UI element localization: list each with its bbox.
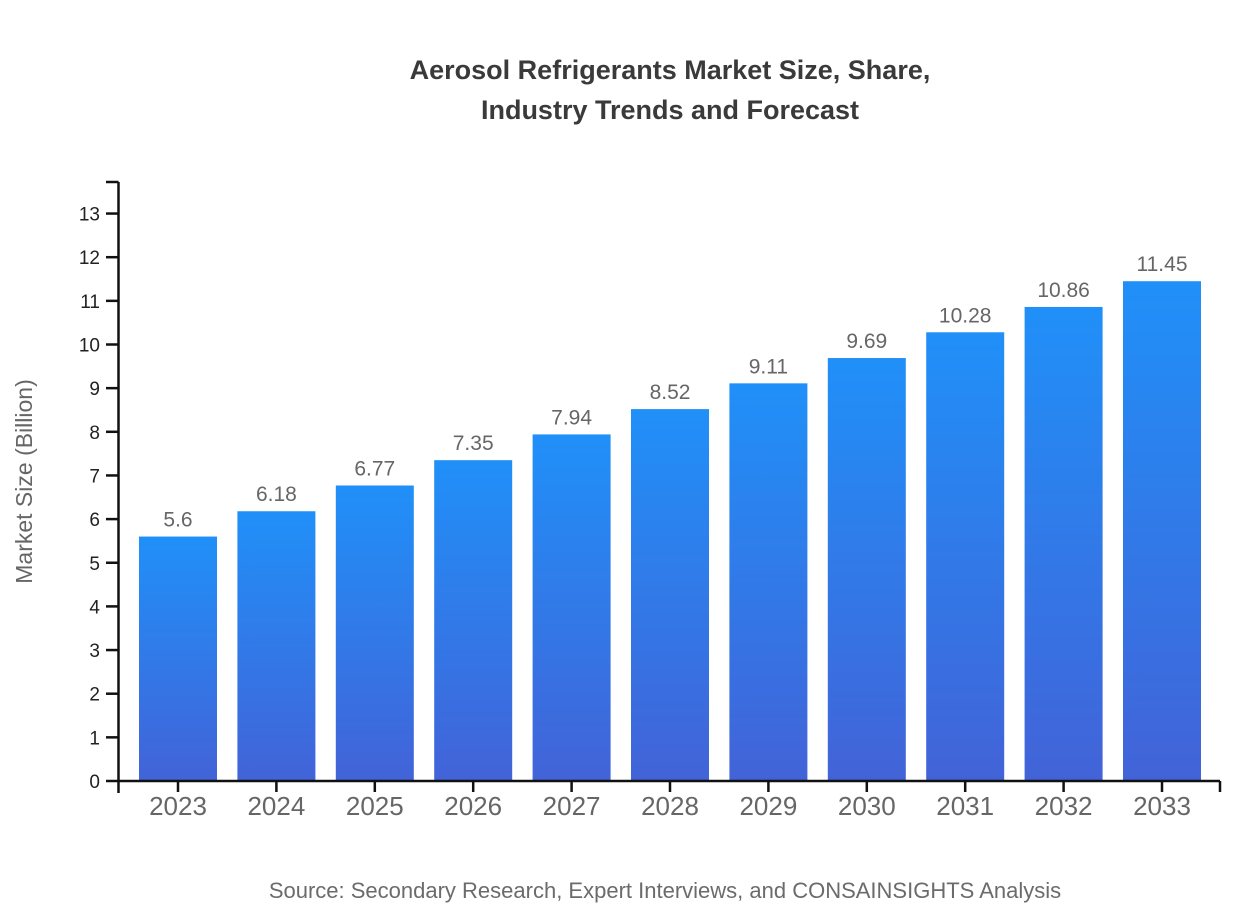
bar-value-label: 9.69 bbox=[846, 330, 887, 353]
chart-title-line-2: Industry Trends and Forecast bbox=[480, 95, 860, 125]
x-tick-label: 2029 bbox=[739, 791, 797, 821]
x-tick-label: 2025 bbox=[346, 791, 404, 821]
y-tick-label: 7 bbox=[89, 466, 100, 487]
y-axis-title: Market Size (Billion) bbox=[11, 379, 37, 584]
bar bbox=[237, 511, 316, 781]
bar bbox=[434, 460, 513, 781]
y-tick-label: 1 bbox=[89, 728, 100, 749]
bar-value-label: 8.52 bbox=[650, 381, 691, 404]
bar bbox=[827, 358, 906, 781]
source-note: Source: Secondary Research, Expert Inter… bbox=[268, 878, 1062, 903]
bar-value-label: 10.28 bbox=[939, 304, 992, 327]
x-tick-label: 2033 bbox=[1133, 791, 1191, 821]
bar-value-label: 9.11 bbox=[749, 355, 788, 378]
bar bbox=[1123, 281, 1201, 781]
y-tick-label: 8 bbox=[89, 423, 100, 444]
bar-value-label: 7.94 bbox=[551, 406, 592, 429]
y-tick-label: 9 bbox=[89, 379, 100, 400]
y-tick-label: 13 bbox=[79, 205, 100, 226]
x-tick-label: 2027 bbox=[543, 791, 601, 821]
y-tick-label: 3 bbox=[89, 641, 100, 662]
bar bbox=[926, 332, 1005, 781]
x-tick-label: 2024 bbox=[247, 791, 305, 821]
x-tick-label: 2030 bbox=[838, 791, 896, 821]
chart-title: Aerosol Refrigerants Market Size, Share,… bbox=[80, 50, 1260, 130]
y-tick-label: 4 bbox=[89, 597, 100, 618]
y-tick-label: 2 bbox=[89, 685, 100, 706]
bar-value-label: 6.18 bbox=[256, 483, 297, 506]
y-tick-label: 10 bbox=[79, 336, 100, 357]
bar bbox=[631, 409, 709, 781]
y-tick-label: 6 bbox=[89, 510, 100, 531]
x-tick-label: 2032 bbox=[1035, 791, 1093, 821]
y-tick-label: 11 bbox=[80, 292, 100, 313]
bar bbox=[532, 434, 611, 781]
bar-value-label: 10.86 bbox=[1037, 279, 1090, 302]
y-tick-label: 5 bbox=[89, 554, 100, 575]
x-tick-label: 2026 bbox=[444, 791, 502, 821]
bar-value-label: 7.35 bbox=[453, 432, 494, 455]
x-tick-label: 2023 bbox=[149, 791, 207, 821]
y-tick-label: 12 bbox=[79, 248, 100, 269]
x-tick-label: 2031 bbox=[936, 791, 994, 821]
bar-value-label: 11.45 bbox=[1137, 253, 1188, 276]
chart-title-line-1: Aerosol Refrigerants Market Size, Share, bbox=[409, 55, 931, 85]
bar-value-label: 6.77 bbox=[354, 457, 395, 480]
x-tick-label: 2028 bbox=[641, 791, 699, 821]
bar bbox=[1024, 306, 1103, 781]
bar bbox=[335, 485, 414, 781]
bar bbox=[729, 383, 808, 781]
bar-value-label: 5.6 bbox=[163, 509, 192, 532]
bar bbox=[139, 536, 217, 781]
y-tick-label: 0 bbox=[89, 772, 100, 793]
